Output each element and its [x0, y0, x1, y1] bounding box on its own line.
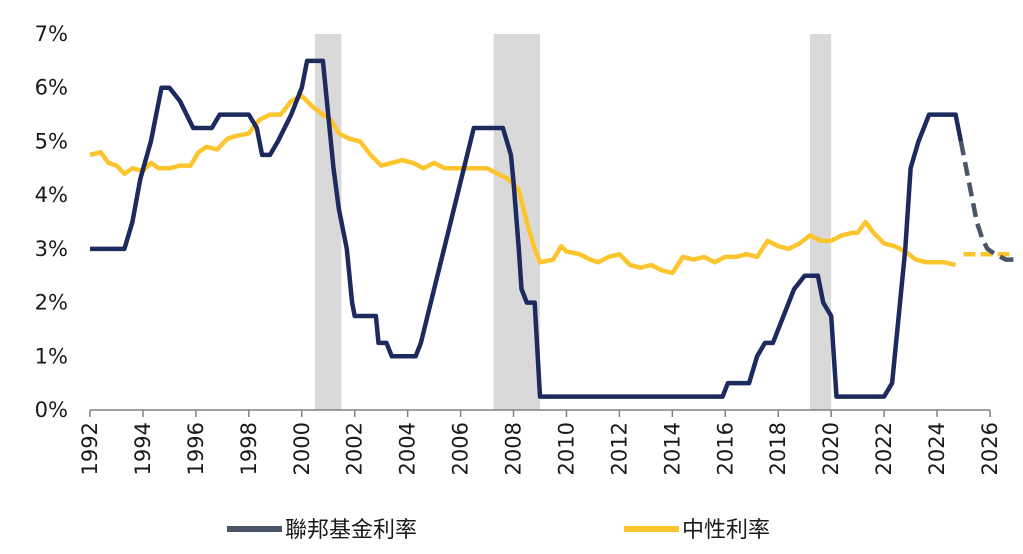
legend-label-fed-funds: 聯邦基金利率	[285, 518, 417, 543]
y-tick-label-4: 4%	[35, 183, 68, 207]
x-tick-label-5: 2002	[343, 422, 367, 475]
x-tick-label-12: 2016	[713, 422, 737, 475]
x-tick-label-15: 2022	[872, 422, 896, 475]
x-tick-label-13: 2018	[766, 422, 790, 475]
x-tick-label-6: 2004	[396, 422, 420, 475]
y-tick-label-6: 6%	[35, 76, 68, 100]
y-tick-label-3: 3%	[35, 237, 68, 261]
y-tick-label-0: 0%	[35, 398, 68, 422]
x-tick-label-10: 2012	[607, 422, 631, 475]
legend-label-neutral: 中性利率	[682, 518, 770, 543]
series-line-neutral	[89, 93, 957, 276]
x-tick-label-17: 2026	[978, 422, 1002, 475]
legend: 聯邦基金利率 中性利率	[227, 518, 770, 543]
x-tick-label-11: 2014	[660, 422, 684, 475]
series-lines	[89, 58, 1014, 399]
x-tick-label-1: 1994	[131, 422, 155, 475]
axes: 0% 1% 2% 3% 4% 5% 6% 7% 1992 1994 1996 1998 2000 2002…	[35, 22, 1002, 475]
series-projection-fed-funds	[958, 140, 1014, 262]
recession-band-0	[315, 34, 342, 410]
x-tick-label-14: 2020	[819, 422, 843, 475]
x-tick-label-8: 2008	[502, 422, 526, 475]
x-tick-label-0: 1992	[78, 422, 102, 475]
y-tick-label-5: 5%	[35, 129, 68, 153]
x-tick-label-4: 2000	[290, 422, 314, 475]
x-tick-label-2: 1996	[184, 422, 208, 475]
x-tick-label-7: 2006	[449, 422, 473, 475]
y-tick-label-1: 1%	[35, 344, 68, 368]
y-tick-label-2: 2%	[35, 291, 68, 315]
y-tick-label-7: 7%	[35, 22, 68, 46]
series-line-fed-funds	[90, 58, 964, 399]
x-tick-label-9: 2010	[554, 422, 578, 475]
x-tick-label-3: 1998	[237, 422, 261, 475]
x-tick-label-16: 2024	[925, 422, 949, 475]
recession-band-2	[810, 34, 832, 410]
